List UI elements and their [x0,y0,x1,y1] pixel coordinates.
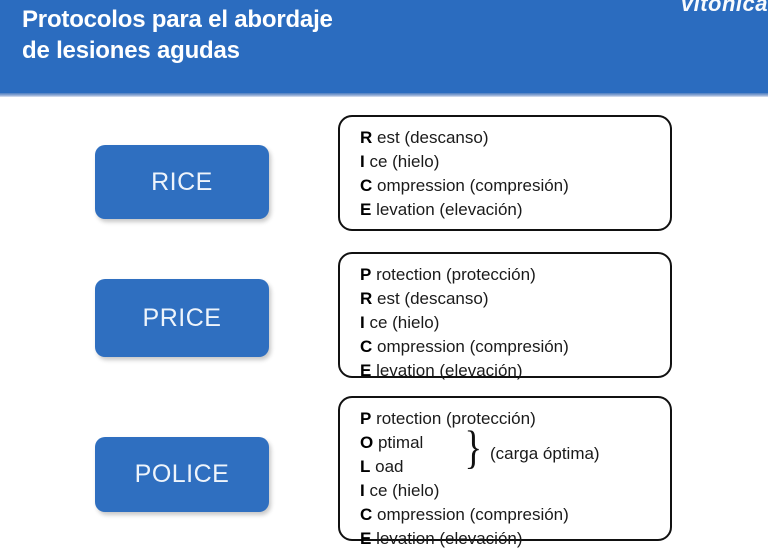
protocol-row-rice: RICE R est (descanso) I ce (hielo) C omp… [0,115,768,233]
protocol-item: R est (descanso) [360,126,670,150]
protocol-item-letter: I [360,313,365,332]
brand-logo: vitonica [680,0,768,16]
protocol-item: R est (descanso) [360,287,670,311]
protocol-item-letter: C [360,505,373,524]
protocol-item-letter: R [360,289,373,308]
protocol-item: P rotection (protección) [360,263,670,287]
protocol-item-letter: C [360,176,373,195]
protocol-item-text: ptimal [373,433,424,452]
protocol-item-text: ompression (compresión) [372,505,569,524]
protocol-item-text: ce (hielo) [364,481,440,500]
protocol-item: E levation (elevación) [360,359,670,383]
protocol-row-price: PRICE P rotection (protección) R est (de… [0,252,768,380]
protocol-item-letter: C [360,337,373,356]
protocol-item: I ce (hielo) [360,479,670,503]
protocol-item: I ce (hielo) [360,311,670,335]
protocol-label-police[interactable]: POLICE [95,437,269,512]
protocol-item-letter: E [360,200,372,219]
protocol-item-text: est (descanso) [372,289,489,308]
protocol-item: E levation (elevación) [360,527,670,551]
protocol-item-text: levation (elevación) [371,529,523,548]
protocol-item: O ptimal [360,431,670,455]
protocol-box-price: P rotection (protección) R est (descanso… [338,252,672,380]
protocol-label-price[interactable]: PRICE [95,279,269,357]
protocol-item-text: rotection (protección) [371,265,536,284]
protocol-item-text: est (descanso) [372,128,489,147]
protocol-item-text: levation (elevación) [371,361,523,380]
protocol-item: L oad [360,455,670,479]
protocol-row-police: POLICE P rotection (protección) O ptimal… [0,396,768,548]
protocol-item-letter: O [360,433,374,452]
protocol-item-letter: E [360,361,372,380]
protocol-item: E levation (elevación) [360,198,670,222]
brace-caption: (carga óptima) [490,444,600,463]
protocol-box-rice: R est (descanso) I ce (hielo) C ompressi… [338,115,672,231]
protocol-item-text: oad [370,457,404,476]
protocol-item-text: levation (elevación) [371,200,523,219]
curly-brace-icon: } [464,422,483,474]
optimal-load-brace-group: O ptimal L oad } (carga óptima) [360,424,670,479]
protocol-item-text: ce (hielo) [364,313,440,332]
protocol-item-letter: P [360,409,372,428]
protocol-item: P rotection (protección) [360,407,670,431]
protocol-item-letter: I [360,481,365,500]
protocol-label-rice[interactable]: RICE [95,145,269,219]
protocol-item-letter: E [360,529,372,548]
protocol-item-text: ompression (compresión) [372,337,569,356]
page-title: Protocolos para el abordaje de lesiones … [22,6,333,64]
header-divider [0,93,768,97]
protocol-item-letter: I [360,152,365,171]
protocol-item-text: ompression (compresión) [372,176,569,195]
header-banner: Protocolos para el abordaje de lesiones … [0,0,768,96]
protocol-item: C ompression (compresión) [360,503,670,527]
protocol-item: C ompression (compresión) [360,174,670,198]
protocol-item-letter: L [360,457,371,476]
protocol-item: I ce (hielo) [360,150,670,174]
protocol-item-text: ce (hielo) [364,152,440,171]
protocol-item-letter: P [360,265,372,284]
protocol-item: C ompression (compresión) [360,335,670,359]
protocol-box-police: P rotection (protección) O ptimal L oad … [338,396,672,548]
protocol-item-text: rotection (protección) [371,409,536,428]
protocol-item-letter: R [360,128,373,147]
